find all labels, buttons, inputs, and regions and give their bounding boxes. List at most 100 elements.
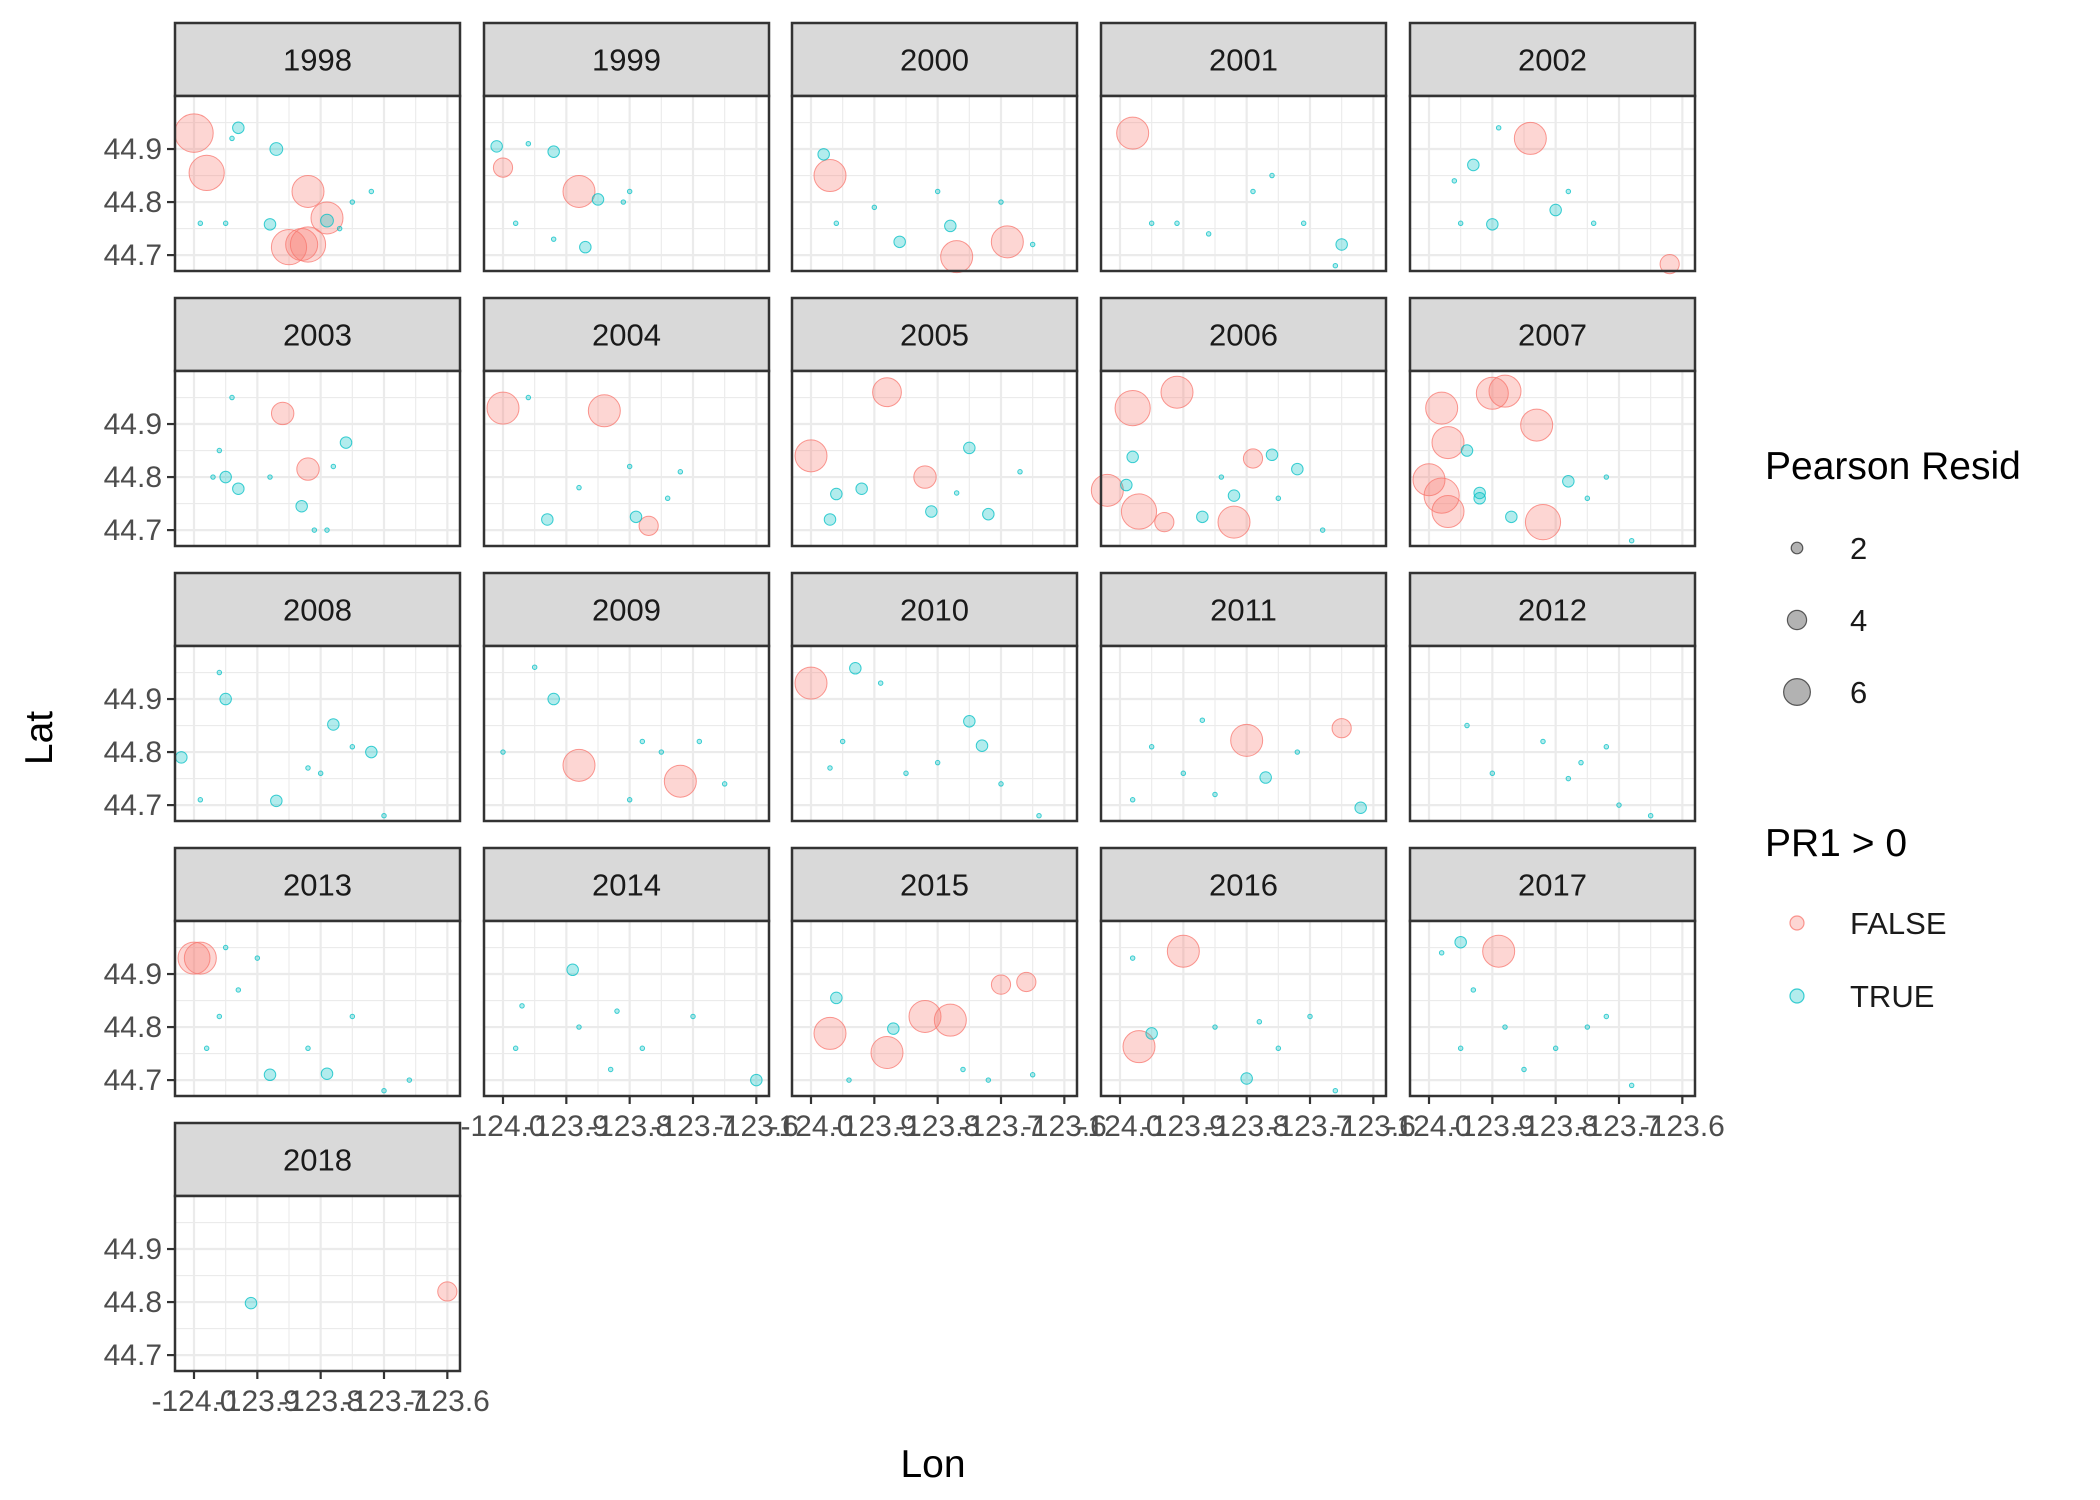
data-point-true (629, 510, 643, 524)
data-point-true (1218, 474, 1225, 480)
data-point-false (1431, 426, 1465, 460)
data-point-false (1331, 718, 1352, 739)
y-axes: 44.7 44.8 44.9 44.7 44.8 44.9 44.7 44.8 44.9 44.7… (104, 133, 175, 1372)
data-point-true (1196, 510, 1209, 524)
legend-size-title: Pearson Resid (1765, 445, 2021, 488)
data-point-false (1114, 390, 1151, 427)
legend-size-label: 2 (1850, 531, 1867, 566)
data-point-true (519, 1003, 525, 1009)
data-point-false (663, 764, 697, 798)
facet-panel-2018: 2018 (173, 1121, 462, 1373)
data-point-true (1205, 231, 1212, 237)
x-tick-label: -124.0 (151, 1385, 236, 1418)
data-point-true (614, 1008, 620, 1014)
data-point-true (1495, 125, 1502, 131)
data-point-true (219, 470, 232, 484)
data-point-false (270, 401, 295, 426)
data-point-true (1457, 220, 1464, 227)
panel-border (482, 919, 771, 1098)
data-point-true (1029, 1072, 1036, 1078)
data-point-true (998, 199, 1004, 205)
y-tick-label: 44.9 (104, 1233, 162, 1266)
data-point-false (1242, 448, 1264, 469)
data-point-true (339, 436, 353, 449)
data-point-false (1154, 512, 1175, 533)
facet-strip-label: 2016 (1209, 868, 1278, 903)
grid-lines (175, 646, 460, 821)
data-point-true (1332, 1087, 1339, 1094)
panel-background (175, 921, 460, 1096)
data-point-true (550, 236, 557, 242)
facet-panel-2004: 2004 (482, 296, 771, 548)
data-point-false (870, 1036, 904, 1070)
points-1998 (174, 113, 375, 266)
data-point-false (562, 174, 596, 208)
facet-strip (790, 571, 1079, 648)
data-point-true (349, 744, 356, 750)
data-point-true (696, 738, 703, 745)
panel-background (1410, 371, 1695, 546)
panel-border (482, 94, 771, 273)
y-tick-label: 44.9 (104, 958, 162, 991)
data-point-false (188, 154, 225, 191)
facet-strip-label: 2011 (1210, 593, 1277, 628)
data-point-true (830, 487, 843, 501)
data-point-true (330, 463, 337, 470)
facet-panel-2009: 2009 (482, 571, 771, 823)
data-point-false (1520, 408, 1554, 442)
data-point-true (1148, 744, 1155, 750)
data-point-true (222, 944, 229, 951)
data-point-true (197, 797, 204, 803)
panel-border (1099, 644, 1388, 823)
panel-border (482, 369, 771, 548)
data-point-true (490, 140, 503, 153)
data-point-true (903, 770, 909, 777)
x-tick-label: -123.9 (1450, 1110, 1535, 1143)
facet-panel-2006: 2006 (1090, 296, 1388, 548)
data-point-true (998, 781, 1004, 787)
data-point-true (244, 1296, 258, 1310)
facet-strip-label: 2018 (283, 1143, 352, 1178)
facet-strip-label: 2013 (283, 868, 352, 903)
data-point-false (1524, 504, 1562, 541)
facet-strip (173, 571, 462, 648)
data-point-true (579, 240, 592, 254)
data-point-false (437, 1281, 458, 1302)
data-point-true (960, 1066, 966, 1073)
data-point-false (1425, 391, 1459, 425)
data-point-true (1300, 220, 1307, 227)
data-point-false (174, 113, 214, 153)
data-point-true (1647, 812, 1654, 819)
data-point-true (1227, 489, 1241, 502)
points-2002 (1451, 121, 1680, 275)
data-point-true (849, 662, 862, 675)
panel-border (1099, 369, 1388, 548)
facet-strip-label: 2000 (900, 43, 969, 78)
panel-border (173, 919, 462, 1098)
panel-background (1101, 921, 1386, 1096)
data-point-true (525, 394, 532, 401)
data-point-true (639, 1045, 646, 1052)
x-tick-label: -123.6 (714, 1110, 799, 1143)
facet-panel-2010: 2010 (790, 571, 1079, 823)
data-point-true (1460, 444, 1474, 457)
data-point-true (591, 193, 605, 206)
data-point-true (677, 469, 684, 475)
x-tick-label: -123.6 (1331, 1110, 1416, 1143)
facet-strip-label: 1998 (283, 43, 352, 78)
data-point-true (576, 1024, 582, 1030)
grid-lines (792, 371, 1077, 546)
data-point-true (1505, 510, 1518, 524)
data-point-true (1275, 495, 1282, 502)
data-point-false (1217, 505, 1251, 539)
legend-size-key (1782, 677, 1811, 706)
panel-background (1101, 96, 1386, 271)
data-point-true (823, 513, 837, 526)
data-point-true (1549, 203, 1562, 217)
facet-strip (790, 296, 1079, 373)
data-point-true (1603, 1013, 1610, 1020)
data-point-true (855, 482, 868, 495)
data-point-false (1423, 477, 1460, 514)
data-point-true (750, 1073, 763, 1087)
facet-strip-label: 2010 (900, 593, 969, 628)
